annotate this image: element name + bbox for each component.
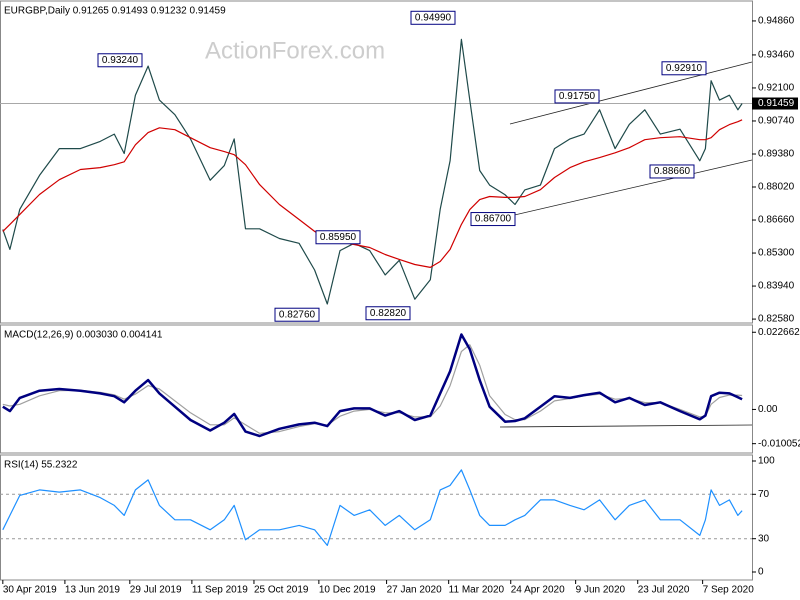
y-tick-label: 0.92100 — [758, 83, 795, 94]
y-tick-label: 0.94860 — [758, 16, 795, 27]
x-tick-label: 11 Mar 2020 — [449, 585, 505, 596]
y-tick-label: 0.83940 — [758, 281, 795, 292]
x-tick-label: 23 Jul 2020 — [638, 585, 690, 596]
annotation-label: 0.85950 — [320, 232, 357, 243]
x-tick-label: 7 Sep 2020 — [703, 585, 755, 596]
annotation-box — [365, 306, 411, 321]
watermark: ActionForex.com — [205, 37, 385, 64]
annotation-label: 0.91750 — [559, 91, 596, 102]
annotation-label: 0.93240 — [102, 55, 139, 66]
annotation-box — [470, 212, 516, 227]
y-tick-label: 0.93460 — [758, 50, 795, 61]
last-price-box — [752, 97, 798, 110]
x-tick-label: 29 Jul 2019 — [130, 585, 182, 596]
y-tick-label: 0.86660 — [758, 215, 795, 226]
series-line — [2, 469, 743, 546]
y-tick-label: 0 — [758, 567, 764, 578]
y-tick-label: 0.90740 — [758, 116, 795, 127]
y-tick-label: 0.82580 — [758, 314, 795, 325]
pane-frame — [0, 454, 753, 581]
x-tick-label: 13 Jun 2019 — [65, 585, 120, 596]
y-tick-label: 30 — [758, 533, 770, 544]
y-tick-label: -0.010052 — [758, 438, 800, 449]
series-line — [2, 38, 743, 305]
y-tick-label: 0.85300 — [758, 248, 795, 259]
pane-title: EURGBP,Daily 0.91265 0.91493 0.91232 0.9… — [4, 6, 226, 17]
series-line — [2, 333, 743, 438]
annotation-box — [97, 53, 143, 68]
trend-line — [492, 159, 753, 221]
annotation-label: 0.92910 — [666, 63, 703, 74]
pane-title: RSI(14) 55.2322 — [4, 460, 78, 471]
trend-line — [509, 61, 753, 125]
annotation-label: 0.94990 — [415, 12, 452, 23]
annotation-box — [661, 61, 707, 76]
annotation-box — [554, 89, 600, 104]
annotation-box — [274, 307, 320, 322]
x-tick-label: 9 Jun 2020 — [576, 585, 626, 596]
x-tick-label: 25 Oct 2019 — [254, 585, 309, 596]
x-tick-label: 10 Dec 2019 — [319, 585, 376, 596]
x-tick-label: 30 Apr 2019 — [3, 585, 57, 596]
y-tick-label: 0.022662 — [758, 327, 800, 338]
y-tick-label: 100 — [758, 456, 775, 467]
pane-frame — [0, 324, 753, 454]
x-tick-label: 27 Jan 2020 — [387, 585, 442, 596]
y-tick-label: 0.88020 — [758, 182, 795, 193]
series-line — [2, 119, 743, 268]
trend-line — [499, 424, 753, 428]
annotation-label: 0.86700 — [475, 214, 512, 225]
y-tick-label: 0.00 — [758, 404, 778, 415]
pane-title: MACD(12,26,9) 0.003030 0.004141 — [4, 330, 163, 341]
y-tick-label: 0.89380 — [758, 149, 795, 160]
last-price-label: 0.91459 — [758, 98, 795, 109]
annotation-box — [315, 230, 361, 245]
annotation-box — [649, 164, 695, 179]
annotation-label: 0.88660 — [654, 166, 691, 177]
annotation-label: 0.82760 — [279, 309, 316, 320]
annotation-label: 0.82820 — [370, 308, 407, 319]
y-tick-label: 70 — [758, 489, 770, 500]
annotation-box — [410, 10, 456, 25]
x-tick-label: 24 Apr 2020 — [511, 585, 565, 596]
pane-frame — [0, 0, 753, 324]
x-tick-label: 11 Sep 2019 — [192, 585, 248, 596]
